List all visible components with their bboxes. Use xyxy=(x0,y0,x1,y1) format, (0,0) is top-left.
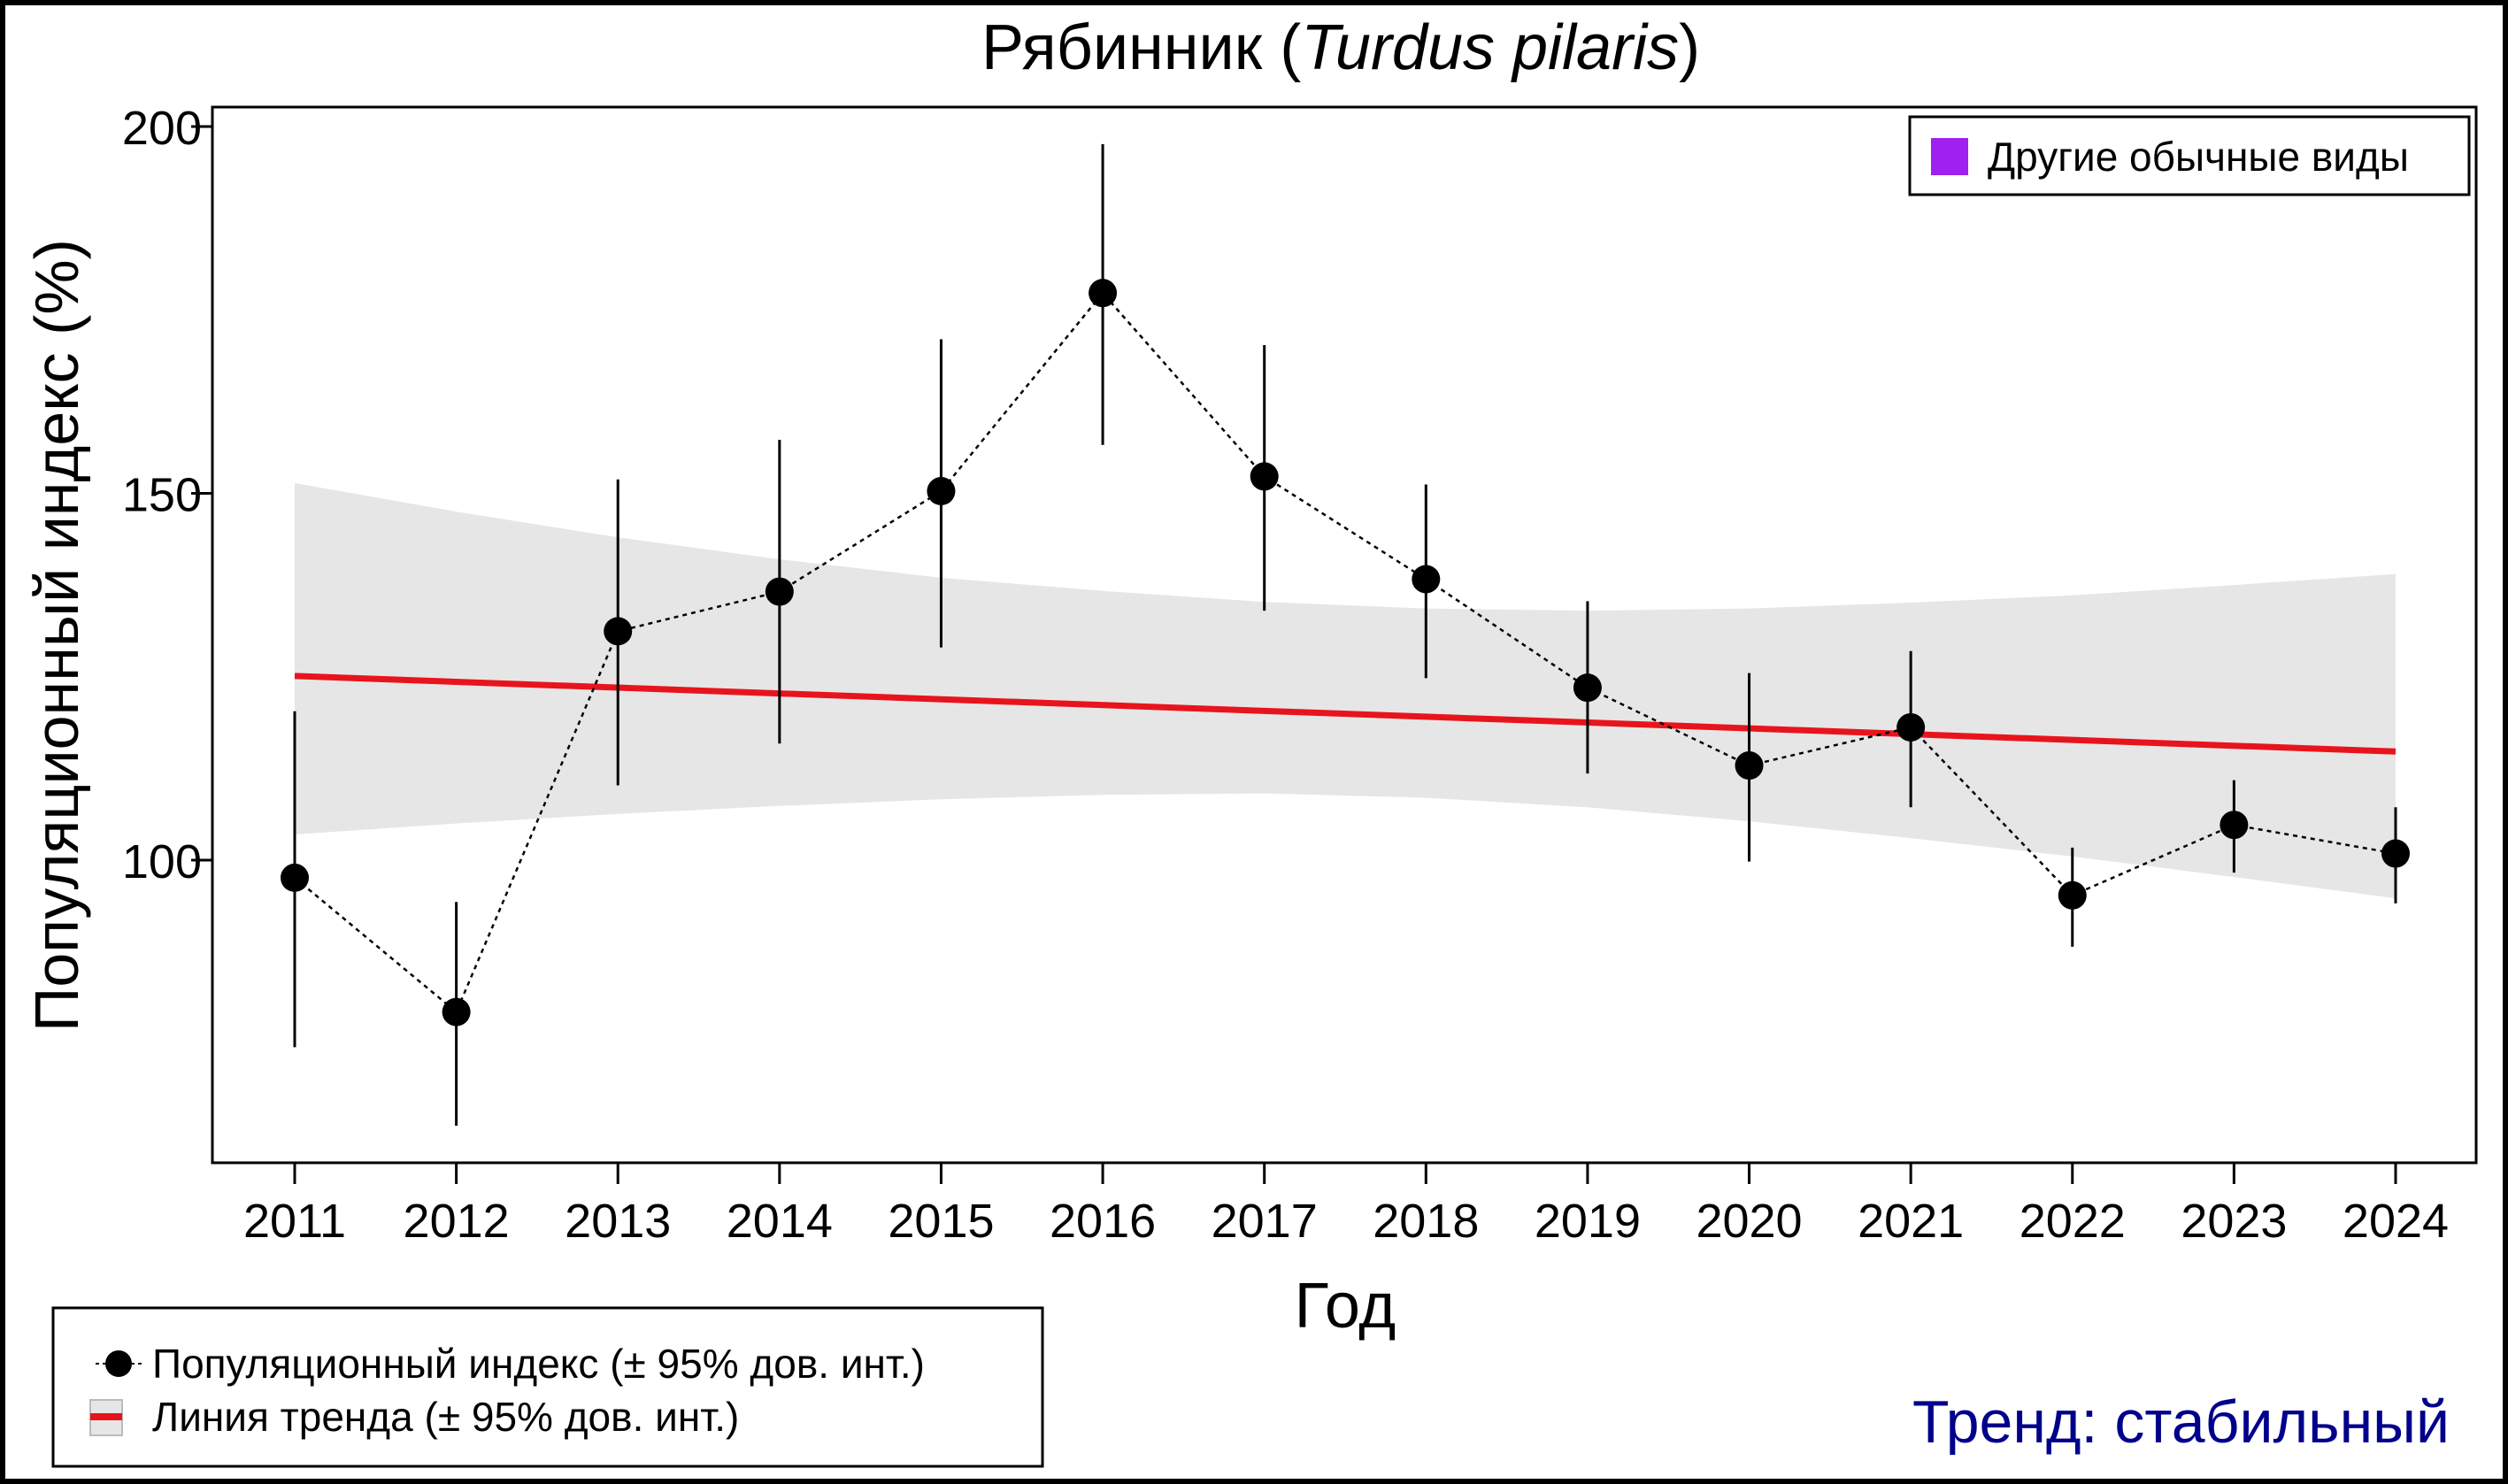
legend-other-species: Другие обычные виды xyxy=(1908,115,2471,196)
index-connector-line xyxy=(294,291,2396,1014)
data-point-2021 xyxy=(1896,712,1926,742)
y-tick-label-200: 200 xyxy=(122,102,202,155)
data-point-2018 xyxy=(1412,565,1441,594)
x-tick-label-2021: 2021 xyxy=(1858,1195,1964,1248)
x-tick-label-2024: 2024 xyxy=(2343,1195,2449,1248)
data-point-2011 xyxy=(281,863,309,892)
x-tick-label-2013: 2013 xyxy=(565,1195,671,1248)
legend-trend-label: Линия тренда (± 95% дов. инт.) xyxy=(152,1394,739,1440)
data-point-2023 xyxy=(2220,811,2249,840)
data-point-2024 xyxy=(2381,839,2410,868)
data-point-2016 xyxy=(1089,279,1118,308)
x-tick-label-2023: 2023 xyxy=(2181,1195,2287,1248)
trend-status: Тренд: стабильный xyxy=(1912,1388,2450,1456)
data-point-2017 xyxy=(1250,462,1279,491)
data-point-2012 xyxy=(442,997,471,1026)
x-tick-label-2016: 2016 xyxy=(1050,1195,1156,1248)
x-tick-label-2015: 2015 xyxy=(888,1195,994,1248)
data-point-2014 xyxy=(765,577,794,606)
data-point-2015 xyxy=(927,477,956,506)
legend-index-marker xyxy=(105,1350,132,1377)
x-tick-label-2011: 2011 xyxy=(243,1195,346,1248)
data-point-2019 xyxy=(1573,673,1602,703)
data-point-2013 xyxy=(604,617,633,646)
x-tick-label-2014: 2014 xyxy=(727,1195,833,1248)
x-tick-label-2022: 2022 xyxy=(2019,1195,2126,1248)
x-tick-label-2020: 2020 xyxy=(1696,1195,1802,1248)
x-tick-label-2012: 2012 xyxy=(404,1195,510,1248)
y-tick-label-150: 150 xyxy=(122,469,202,522)
legend-other-species-label: Другие обычные виды xyxy=(1988,134,2409,180)
data-point-2022 xyxy=(2058,880,2087,910)
x-tick-label-2019: 2019 xyxy=(1535,1195,1641,1248)
chart-title: Рябинник (Turdus pilaris) xyxy=(981,12,1700,83)
other-species-swatch xyxy=(1931,138,1968,175)
legend-main: Популяционный индекс (± 95% дов. инт.) Л… xyxy=(51,1306,1044,1468)
y-axis-label: Популяционный индекс (%) xyxy=(22,239,91,1032)
legend-index-label: Популяционный индекс (± 95% дов. инт.) xyxy=(152,1341,925,1387)
trend-line xyxy=(294,673,2396,755)
y-tick-label-100: 100 xyxy=(122,835,202,888)
x-tick-label-2017: 2017 xyxy=(1212,1195,1318,1248)
trend-confidence-band xyxy=(295,482,2396,899)
x-tick-label-2018: 2018 xyxy=(1373,1195,1479,1248)
x-axis-label: Год xyxy=(1295,1271,1396,1342)
data-point-2020 xyxy=(1735,751,1764,780)
plot-frame xyxy=(211,105,2478,1165)
